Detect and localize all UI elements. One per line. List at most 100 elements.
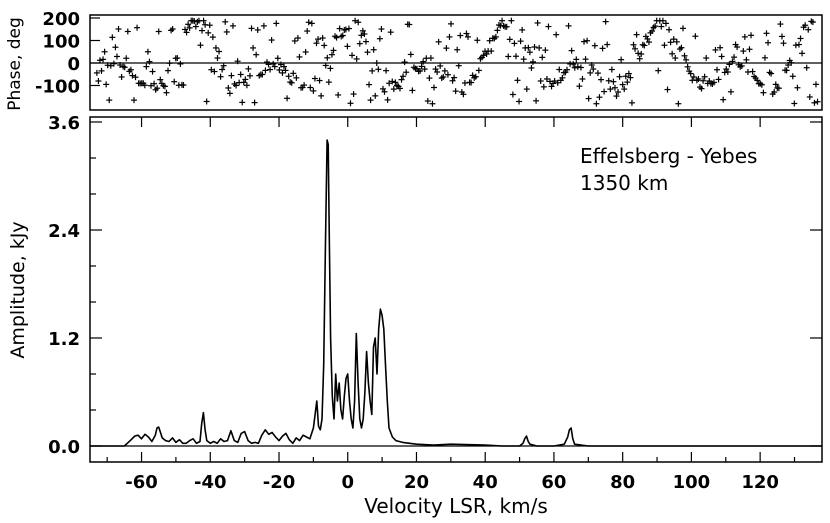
phase-point — [209, 34, 216, 41]
phase-point — [700, 77, 707, 84]
phase-point — [576, 83, 583, 90]
x-tick-label: 40 — [473, 472, 498, 493]
phase-point — [154, 85, 161, 92]
phase-point — [556, 66, 563, 73]
phase-point — [228, 72, 235, 79]
phase-point — [291, 37, 298, 44]
x-tick-label: -20 — [263, 472, 296, 493]
phase-point — [802, 22, 809, 29]
phase-point — [553, 31, 560, 38]
phase-point — [157, 76, 164, 83]
phase-point — [106, 97, 113, 104]
phase-point — [717, 44, 724, 51]
phase-point — [407, 51, 414, 58]
phase-point — [115, 26, 122, 33]
phase-point — [217, 73, 224, 80]
phase-point — [248, 25, 255, 32]
phase-point — [543, 75, 550, 82]
phase-point — [596, 94, 603, 101]
phase-point — [403, 69, 410, 76]
phase-y-tick-label: 0 — [67, 54, 80, 75]
phase-point — [703, 55, 710, 62]
phase-point — [608, 66, 615, 73]
phase-point — [534, 19, 541, 26]
phase-point — [124, 28, 131, 35]
phase-point — [308, 20, 315, 27]
phase-point — [155, 28, 162, 35]
phase-point — [324, 54, 331, 61]
phase-point — [166, 60, 173, 67]
phase-point — [584, 37, 591, 44]
phase-point — [118, 73, 125, 80]
phase-y-tick-label: -100 — [35, 77, 80, 98]
phase-point — [421, 66, 428, 73]
phase-point — [141, 82, 148, 89]
phase-point — [783, 67, 790, 74]
phase-point — [305, 19, 312, 26]
phase-point — [284, 95, 291, 102]
phase-point — [355, 19, 362, 26]
phase-point — [288, 79, 295, 86]
phase-point — [262, 67, 269, 74]
phase-point — [457, 32, 464, 39]
phase-point — [811, 99, 818, 106]
phase-point — [568, 47, 575, 54]
phase-point — [687, 70, 694, 77]
phase-point — [274, 55, 281, 62]
phase-point — [760, 89, 767, 96]
phase-point — [206, 22, 213, 29]
baseline-annotation-line-2: 1350 km — [580, 171, 668, 195]
phase-point — [607, 86, 614, 93]
amplitude-y-axis-label: Amplitude, kJy — [7, 221, 29, 358]
phase-point — [392, 79, 399, 86]
phase-point — [117, 62, 124, 69]
phase-point — [573, 56, 580, 63]
phase-point — [366, 81, 373, 88]
phase-point — [590, 66, 597, 73]
phase-point — [132, 74, 139, 81]
phase-point — [335, 91, 342, 98]
phase-point — [683, 56, 690, 63]
phase-point — [400, 73, 407, 80]
phase-point — [427, 55, 434, 62]
phase-point — [514, 77, 521, 84]
phase-point — [771, 89, 778, 96]
x-axis-label: Velocity LSR, km/s — [364, 494, 548, 518]
y-tick-label: 2.4 — [48, 221, 80, 242]
phase-point — [754, 77, 761, 84]
phase-point — [273, 20, 280, 27]
phase-point — [659, 17, 666, 24]
phase-point — [169, 26, 176, 33]
phase-point — [528, 64, 535, 71]
phase-point — [121, 64, 128, 71]
phase-point — [658, 23, 665, 30]
phase-point — [325, 79, 332, 86]
phase-point — [763, 30, 770, 37]
phase-point — [336, 25, 343, 32]
phase-point — [616, 73, 623, 80]
phase-point — [376, 35, 383, 42]
phase-point — [610, 78, 617, 85]
phase-point — [214, 55, 221, 62]
phase-point — [223, 28, 230, 35]
phase-point — [216, 48, 223, 55]
phase-point — [369, 67, 376, 74]
phase-point — [233, 82, 240, 89]
phase-points — [93, 17, 821, 107]
phase-point — [743, 56, 750, 63]
phase-point — [536, 44, 543, 51]
phase-point — [598, 76, 605, 83]
phase-point — [777, 21, 784, 28]
phase-point — [454, 46, 461, 53]
phase-point — [171, 78, 178, 85]
phase-point — [540, 83, 547, 90]
phase-point — [582, 56, 589, 63]
phase-point — [602, 18, 609, 25]
phase-point — [565, 22, 572, 29]
phase-point — [375, 66, 382, 73]
phase-point — [492, 33, 499, 40]
phase-point — [401, 59, 408, 66]
phase-point — [778, 33, 785, 40]
phase-point — [444, 71, 451, 78]
